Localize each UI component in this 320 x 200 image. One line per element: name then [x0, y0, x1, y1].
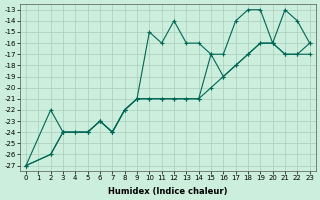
- X-axis label: Humidex (Indice chaleur): Humidex (Indice chaleur): [108, 187, 228, 196]
